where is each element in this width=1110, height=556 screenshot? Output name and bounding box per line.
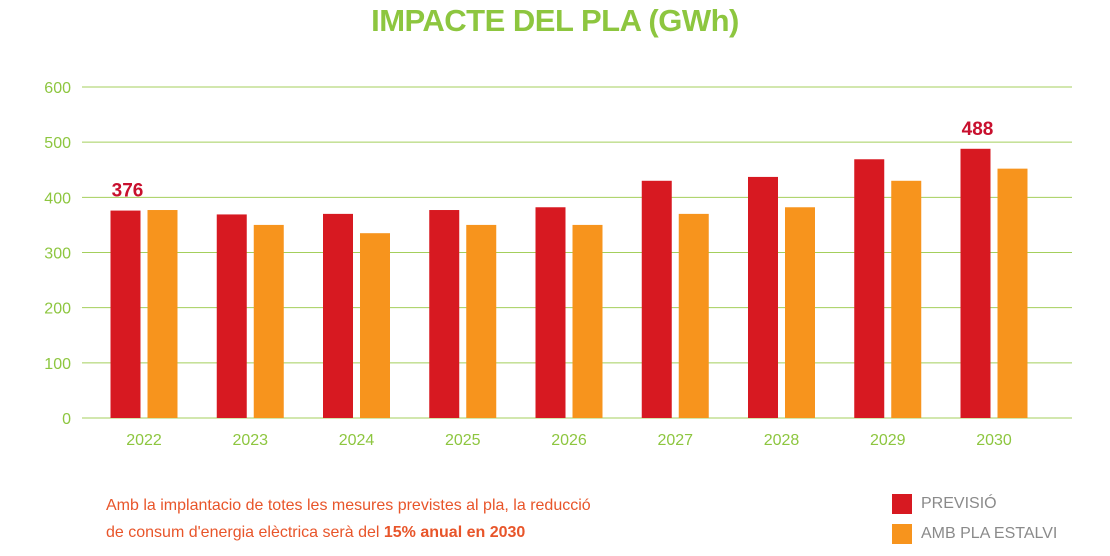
bar-estalvi-2024 xyxy=(360,233,390,418)
y-tick-label: 400 xyxy=(44,190,71,207)
bar-previsio-2029 xyxy=(854,159,885,419)
legend-label-previsio: PREVISIÓ xyxy=(921,495,997,512)
legend-swatch-previsio xyxy=(892,494,912,514)
y-tick-label: 300 xyxy=(44,246,71,263)
x-tick-label: 2026 xyxy=(551,432,587,449)
footnote-highlight: 15% anual en 2030 xyxy=(383,524,526,541)
bar-estalvi-2022 xyxy=(147,210,178,418)
bar-estalvi-2025 xyxy=(466,224,497,418)
y-tick-label: 500 xyxy=(44,135,71,152)
x-tick-label: 2023 xyxy=(232,432,268,449)
x-tick-label: 2030 xyxy=(976,432,1012,449)
bar-previsio-2024 xyxy=(323,213,353,418)
bar-previsio-2023 xyxy=(216,214,247,418)
y-tick-label: 600 xyxy=(44,80,71,97)
legend-swatch-estalvi xyxy=(892,524,912,544)
bar-previsio-2030 xyxy=(960,148,991,418)
footnote-line-2-text: de consum d'energia elèctrica serà del xyxy=(106,524,384,541)
bar-estalvi-2027 xyxy=(678,213,709,418)
bar-estalvi-2028 xyxy=(785,207,815,418)
bar-estalvi-2026 xyxy=(572,224,603,418)
y-tick-label: 0 xyxy=(62,411,71,428)
x-tick-label: 2028 xyxy=(764,432,800,449)
legend-label-estalvi: AMB PLA ESTALVI xyxy=(921,525,1058,542)
bar-previsio-2022 xyxy=(110,210,141,418)
footnote: Amb la implantacio de totes les mesures … xyxy=(106,492,591,546)
x-tick-label: 2024 xyxy=(339,432,375,449)
chart-title: IMPACTE DEL PLA (GWh) xyxy=(371,3,739,38)
y-tick-label: 200 xyxy=(44,301,71,318)
bar-estalvi-2030 xyxy=(997,168,1028,418)
bar-estalvi-2023 xyxy=(253,224,284,418)
data-label-2030: 488 xyxy=(962,119,994,140)
x-axis-ticks: 2022 2023 2024 2025 2026 2027 2028 2029 2030 xyxy=(126,432,1012,449)
bar-previsio-2028 xyxy=(748,176,778,418)
bar-previsio-2026 xyxy=(535,207,566,418)
x-tick-label: 2027 xyxy=(657,432,693,449)
footnote-line-1: Amb la implantacio de totes les mesures … xyxy=(106,497,591,514)
x-tick-label: 2022 xyxy=(126,432,162,449)
bars xyxy=(110,148,1028,419)
bar-chart: 0 100 200 300 400 500 600 2022 2023 2024 2025 2026… xyxy=(44,80,1072,449)
bar-previsio-2025 xyxy=(429,210,460,418)
legend-item-previsio: PREVISIÓ xyxy=(892,494,997,514)
y-tick-label: 100 xyxy=(44,356,71,373)
x-tick-label: 2025 xyxy=(445,432,481,449)
footnote-line-2: de consum d'energia elèctrica serà del 1… xyxy=(106,519,591,546)
x-tick-label: 2029 xyxy=(870,432,906,449)
annotations: 376 488 xyxy=(112,119,994,202)
bar-estalvi-2029 xyxy=(891,180,922,418)
data-label-2022: 376 xyxy=(112,181,144,202)
legend-item-estalvi: AMB PLA ESTALVI xyxy=(892,524,1057,544)
bar-previsio-2027 xyxy=(641,180,672,418)
y-axis-ticks: 0 100 200 300 400 500 600 xyxy=(44,80,71,428)
